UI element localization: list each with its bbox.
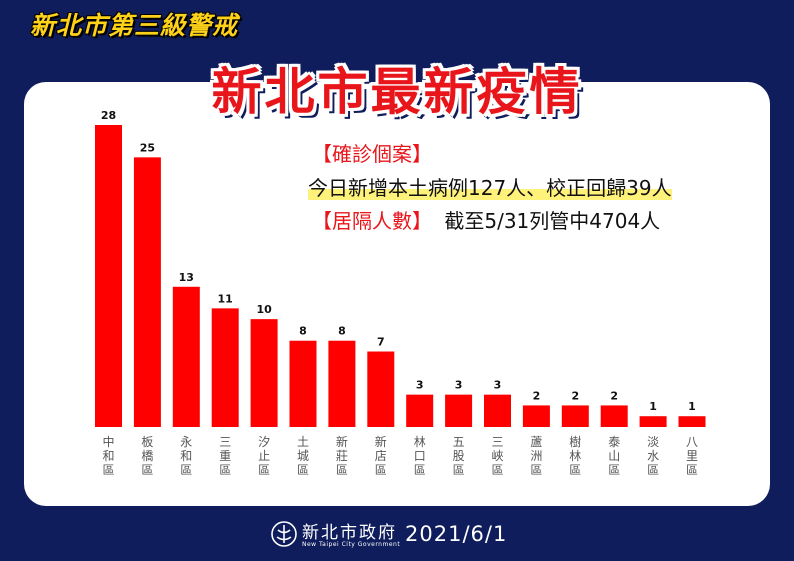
bar-蘆洲區	[522, 405, 550, 427]
bar-板橋區	[133, 157, 161, 427]
tick-label-中和區: 中和區	[102, 434, 114, 477]
quarantine-info-row: 【居隔人數】 截至5/31列管中4704人	[312, 205, 660, 234]
data-label-三峽區: 3	[494, 379, 502, 392]
footer: 新北市政府 New Taipei City Government 2021/6/…	[0, 516, 794, 556]
report-date: 2021/6/1	[405, 522, 508, 546]
bar-中和區	[95, 125, 122, 427]
tick-label-新莊區: 新莊區	[336, 434, 348, 477]
tick-label-汐止區: 汐止區	[258, 434, 270, 477]
bar-永和區	[172, 286, 200, 427]
data-label-中和區: 28	[101, 109, 116, 122]
bar-三重區	[211, 308, 239, 427]
data-label-泰山區: 2	[610, 389, 618, 402]
data-label-淡水區: 1	[649, 400, 657, 413]
tick-label-三重區: 三重區	[219, 435, 231, 477]
bar-汐止區	[250, 319, 278, 427]
case-detail-row: 今日新增本土病例127人、校正回歸39人	[308, 172, 672, 201]
tick-label-永和區: 永和區	[180, 435, 192, 477]
tick-label-淡水區: 淡水區	[647, 435, 659, 477]
bar-五股區	[445, 394, 473, 427]
data-label-土城區: 8	[299, 325, 307, 338]
bar-新莊區	[328, 340, 356, 427]
data-label-八里區: 1	[688, 400, 696, 413]
quarantine-label: 【居隔人數】	[312, 209, 432, 233]
bar-淡水區	[639, 416, 667, 427]
case-text: 今日新增本土病例127人、校正回歸39人	[308, 176, 672, 200]
bar-樹林區	[561, 405, 589, 427]
government-name-english: New Taipei City Government	[302, 541, 401, 548]
tick-label-八里區: 八里區	[686, 435, 698, 477]
page-title: 新北市最新疫情	[211, 63, 583, 121]
data-label-三重區: 11	[218, 292, 233, 305]
bar-三峽區	[484, 394, 511, 427]
data-label-樹林區: 2	[571, 389, 579, 402]
data-label-新莊區: 8	[338, 325, 346, 338]
tick-label-板橋區: 板橋區	[141, 435, 153, 477]
bar-新店區	[367, 351, 395, 427]
data-label-蘆洲區: 2	[533, 389, 541, 402]
tick-label-三峽區: 三峽區	[491, 435, 503, 477]
case-info-row: 【確診個案】	[312, 138, 432, 167]
data-label-汐止區: 10	[256, 303, 272, 316]
alert-level-title: 新北市第三級警戒	[30, 11, 239, 40]
government-name: 新北市政府	[302, 523, 397, 543]
tick-label-蘆洲區: 蘆洲區	[530, 435, 542, 477]
data-label-永和區: 13	[179, 271, 194, 284]
bar-土城區	[289, 340, 317, 427]
tick-label-林口區: 林口區	[414, 435, 426, 477]
tick-label-泰山區: 泰山區	[608, 435, 620, 477]
data-label-五股區: 3	[455, 379, 463, 392]
tick-label-樹林區: 樹林區	[569, 435, 581, 477]
data-label-新店區: 7	[377, 336, 385, 349]
bar-林口區	[406, 394, 434, 427]
tick-label-五股區: 五股區	[453, 435, 465, 477]
data-label-林口區: 3	[416, 379, 424, 392]
tick-label-新店區: 新店區	[375, 434, 387, 477]
tick-label-土城區: 土城區	[297, 435, 309, 477]
quarantine-text: 截至5/31列管中4704人	[444, 209, 661, 233]
bar-八里區	[678, 416, 706, 427]
case-label: 【確診個案】	[312, 142, 432, 166]
government-logo-icon	[271, 521, 297, 547]
bar-泰山區	[600, 405, 628, 427]
data-label-板橋區: 25	[140, 141, 155, 154]
